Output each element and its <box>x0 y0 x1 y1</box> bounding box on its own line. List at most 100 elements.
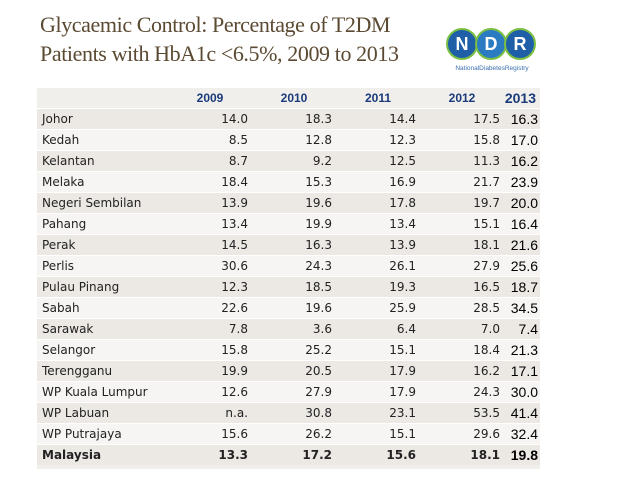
value-cell-2013: 32.4 <box>504 423 540 445</box>
state-name-cell: Perak <box>37 234 168 256</box>
hba1c-table-panel: 2009 2010 2011 2012 2013 Johor 14.0 18.3 14… <box>37 88 540 469</box>
logo-caption: NationalDiabetesRegistry <box>455 65 529 72</box>
value-cell-2013: 34.5 <box>504 297 540 319</box>
value-cell-2010: 9.2 <box>252 150 336 172</box>
value-cell-2009: 15.8 <box>168 339 252 361</box>
value-cell-2011: 17.9 <box>336 360 420 382</box>
value-cell-2012: 21.7 <box>420 171 504 193</box>
value-cell-2009: 14.5 <box>168 234 252 256</box>
value-cell-2009: 14.0 <box>168 108 252 130</box>
state-name-cell: Malaysia <box>37 444 168 465</box>
value-cell-2010: 3.6 <box>252 318 336 340</box>
table-row: Perak 14.5 16.3 13.9 18.1 21.6 <box>37 234 540 256</box>
value-cell-2012: 16.2 <box>420 360 504 382</box>
table-row: Kelantan 8.7 9.2 12.5 11.3 16.2 <box>37 150 540 172</box>
value-cell-2011: 15.6 <box>336 444 420 465</box>
ndr-logo: N D R NationalDiabetesRegistry <box>442 28 538 78</box>
value-cell-2009: 18.4 <box>168 171 252 193</box>
logo-letter-n: N <box>446 28 478 60</box>
value-cell-2012: 18.1 <box>420 444 504 465</box>
value-cell-2009: 19.9 <box>168 360 252 382</box>
value-cell-2009: 12.3 <box>168 276 252 298</box>
table-row: Sabah 22.6 19.6 25.9 28.5 34.5 <box>37 297 540 319</box>
value-cell-2009: 13.9 <box>168 192 252 214</box>
value-cell-2012: 15.1 <box>420 213 504 235</box>
value-cell-2013: 17.1 <box>504 360 540 382</box>
value-cell-2010: 19.6 <box>252 192 336 214</box>
value-cell-2011: 15.1 <box>336 423 420 445</box>
logo-letter-r: R <box>504 28 536 60</box>
value-cell-2010: 25.2 <box>252 339 336 361</box>
value-cell-2011: 26.1 <box>336 255 420 277</box>
logo-circles: N D R <box>442 28 538 62</box>
state-name-cell: Sabah <box>37 297 168 319</box>
value-cell-2012: 16.5 <box>420 276 504 298</box>
value-cell-2013: 18.7 <box>504 276 540 298</box>
table-header-row: 2009 2010 2011 2012 2013 <box>37 88 540 109</box>
value-cell-2009: 7.8 <box>168 318 252 340</box>
value-cell-2010: 15.3 <box>252 171 336 193</box>
header-2009: 2009 <box>196 91 224 105</box>
logo-letter-d: D <box>475 28 507 60</box>
value-cell-2013: 19.8 <box>504 444 540 465</box>
state-name-cell: WP Labuan <box>37 402 168 424</box>
value-cell-2009: n.a. <box>168 402 252 424</box>
state-name-cell: Pahang <box>37 213 168 235</box>
value-cell-2011: 16.9 <box>336 171 420 193</box>
value-cell-2012: 28.5 <box>420 297 504 319</box>
value-cell-2013: 41.4 <box>504 402 540 424</box>
table-row: Pulau Pinang 12.3 18.5 19.3 16.5 18.7 <box>37 276 540 298</box>
value-cell-2011: 17.8 <box>336 192 420 214</box>
value-cell-2010: 18.3 <box>252 108 336 130</box>
value-cell-2012: 15.8 <box>420 129 504 151</box>
table-row: Melaka 18.4 15.3 16.9 21.7 23.9 <box>37 171 540 193</box>
value-cell-2010: 26.2 <box>252 423 336 445</box>
value-cell-2012: 7.0 <box>420 318 504 340</box>
value-cell-2011: 13.4 <box>336 213 420 235</box>
table-row: Perlis 30.6 24.3 26.1 27.9 25.6 <box>37 255 540 277</box>
value-cell-2012: 17.5 <box>420 108 504 130</box>
header-2010: 2010 <box>280 91 308 105</box>
state-name-cell: Kedah <box>37 129 168 151</box>
value-cell-2013: 16.4 <box>504 213 540 235</box>
value-cell-2013: 20.0 <box>504 192 540 214</box>
state-name-cell: Perlis <box>37 255 168 277</box>
table-row: Pahang 13.4 19.9 13.4 15.1 16.4 <box>37 213 540 235</box>
title-line-2: Patients with HbA1c <6.5%, 2009 to 2013 <box>40 41 399 66</box>
value-cell-2011: 12.5 <box>336 150 420 172</box>
table-row: Sarawak 7.8 3.6 6.4 7.0 7.4 <box>37 318 540 340</box>
value-cell-2009: 12.6 <box>168 381 252 403</box>
state-name-cell: Melaka <box>37 171 168 193</box>
value-cell-2009: 13.3 <box>168 444 252 465</box>
value-cell-2012: 29.6 <box>420 423 504 445</box>
value-cell-2013: 30.0 <box>504 381 540 403</box>
state-name-cell: Negeri Sembilan <box>37 192 168 214</box>
table-row: Kedah 8.5 12.8 12.3 15.8 17.0 <box>37 129 540 151</box>
hba1c-table: 2009 2010 2011 2012 2013 Johor 14.0 18.3 14… <box>37 88 540 465</box>
header-2013: 2013 <box>504 90 536 106</box>
value-cell-2010: 20.5 <box>252 360 336 382</box>
value-cell-2010: 19.9 <box>252 213 336 235</box>
state-name-cell: Pulau Pinang <box>37 276 168 298</box>
value-cell-2011: 6.4 <box>336 318 420 340</box>
header-2012: 2012 <box>448 91 476 105</box>
value-cell-2013: 23.9 <box>504 171 540 193</box>
value-cell-2012: 24.3 <box>420 381 504 403</box>
value-cell-2013: 17.0 <box>504 129 540 151</box>
table-row: Johor 14.0 18.3 14.4 17.5 16.3 <box>37 108 540 130</box>
state-name-cell: Terengganu <box>37 360 168 382</box>
value-cell-2013: 21.6 <box>504 234 540 256</box>
state-name-cell: Kelantan <box>37 150 168 172</box>
state-name-cell: Selangor <box>37 339 168 361</box>
value-cell-2012: 18.4 <box>420 339 504 361</box>
value-cell-2013: 21.3 <box>504 339 540 361</box>
value-cell-2010: 12.8 <box>252 129 336 151</box>
value-cell-2011: 14.4 <box>336 108 420 130</box>
header-2011: 2011 <box>364 91 392 105</box>
slide-title: Glycaemic Control: Percentage of T2DM Pa… <box>40 10 460 68</box>
value-cell-2011: 15.1 <box>336 339 420 361</box>
value-cell-2009: 22.6 <box>168 297 252 319</box>
value-cell-2010: 18.5 <box>252 276 336 298</box>
table-row: Selangor 15.8 25.2 15.1 18.4 21.3 <box>37 339 540 361</box>
table-row: WP Labuan n.a. 30.8 23.1 53.5 41.4 <box>37 402 540 424</box>
